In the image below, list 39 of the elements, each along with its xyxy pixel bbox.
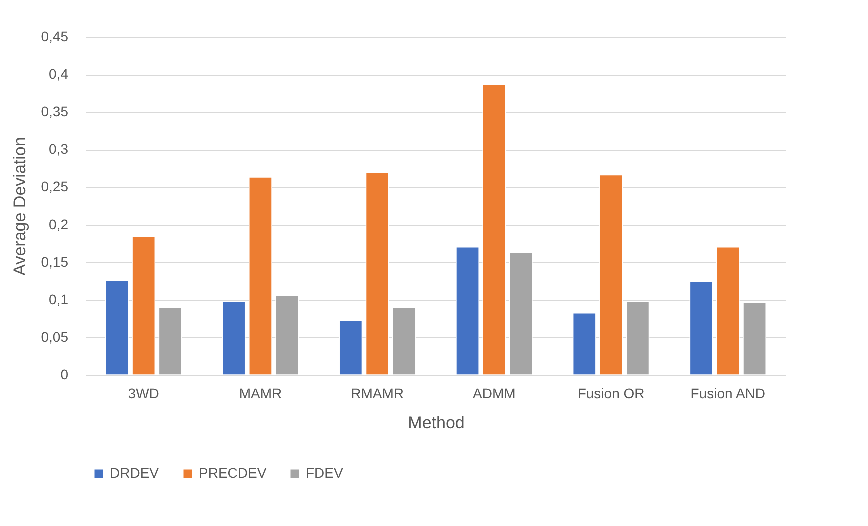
x-tick-label: Fusion OR — [578, 386, 645, 402]
bar — [366, 172, 390, 376]
x-tick-label: MAMR — [239, 386, 282, 402]
bar — [222, 302, 246, 376]
y-tick-label: 0,1 — [49, 291, 69, 308]
bar — [600, 174, 624, 376]
x-axis-title: Method — [408, 414, 465, 432]
y-tick-label: 0,05 — [41, 328, 69, 345]
bar — [690, 281, 714, 376]
legend-label: PRECDEV — [199, 465, 268, 481]
bar — [743, 302, 767, 376]
y-tick-label: 0 — [60, 366, 69, 382]
bar — [276, 296, 300, 376]
bar — [626, 302, 650, 376]
bar — [572, 313, 596, 376]
bar — [482, 84, 506, 376]
y-axis-title: Average Deviation — [10, 137, 30, 276]
bar — [132, 236, 156, 376]
bar — [158, 308, 182, 376]
bar — [456, 246, 480, 376]
y-tick-label: 0,4 — [49, 66, 69, 82]
bar — [509, 252, 533, 376]
y-tick-label: 0,25 — [41, 178, 69, 195]
bar — [716, 246, 740, 376]
x-tick-label: 3WD — [128, 386, 160, 402]
y-tick-label: 0,2 — [49, 216, 69, 232]
y-tick-label: 0,35 — [41, 104, 69, 120]
y-tick-label: 0,3 — [49, 141, 69, 158]
bar — [339, 320, 363, 376]
y-tick-label: 0,45 — [41, 28, 69, 44]
legend-label: DRDEV — [110, 465, 160, 481]
x-tick-label: Fusion AND — [690, 386, 766, 402]
x-tick-label: ADMM — [473, 386, 516, 402]
x-tick-label: RMAMR — [351, 386, 404, 402]
y-tick-label: 0,15 — [41, 254, 69, 270]
bar — [105, 280, 129, 376]
legend-label: FDEV — [306, 465, 344, 481]
bar — [248, 177, 272, 376]
bar — [392, 308, 416, 376]
